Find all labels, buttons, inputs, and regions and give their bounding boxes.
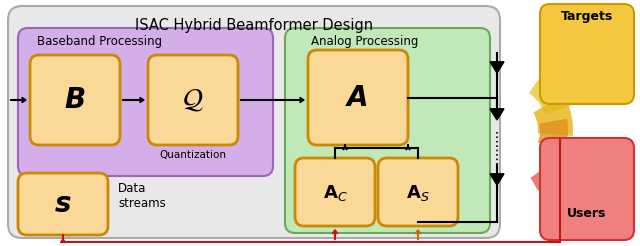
FancyBboxPatch shape bbox=[8, 6, 500, 238]
Wedge shape bbox=[529, 69, 573, 115]
FancyBboxPatch shape bbox=[295, 158, 375, 226]
Text: Quantization: Quantization bbox=[159, 150, 227, 160]
Text: $\mathbf{A}_C$: $\mathbf{A}_C$ bbox=[323, 183, 348, 203]
Polygon shape bbox=[490, 109, 504, 120]
Text: Users: Users bbox=[567, 207, 607, 220]
Polygon shape bbox=[490, 62, 504, 73]
FancyBboxPatch shape bbox=[148, 55, 238, 145]
Wedge shape bbox=[531, 157, 564, 191]
Text: B: B bbox=[65, 86, 86, 114]
Text: s: s bbox=[55, 190, 71, 218]
FancyBboxPatch shape bbox=[30, 55, 120, 145]
FancyBboxPatch shape bbox=[18, 28, 273, 176]
FancyBboxPatch shape bbox=[540, 138, 634, 240]
Wedge shape bbox=[533, 95, 573, 136]
Text: ISAC Hybrid Beamformer Design: ISAC Hybrid Beamformer Design bbox=[135, 18, 373, 33]
Wedge shape bbox=[538, 119, 568, 152]
FancyBboxPatch shape bbox=[378, 158, 458, 226]
Text: Data
streams: Data streams bbox=[118, 182, 166, 210]
Polygon shape bbox=[490, 174, 504, 185]
Text: Baseband Processing: Baseband Processing bbox=[37, 35, 163, 48]
FancyBboxPatch shape bbox=[308, 50, 408, 145]
FancyBboxPatch shape bbox=[285, 28, 490, 233]
Text: $\mathcal{Q}$: $\mathcal{Q}$ bbox=[182, 86, 204, 114]
Text: A: A bbox=[348, 84, 369, 112]
Text: Analog Processing: Analog Processing bbox=[311, 35, 419, 48]
Text: Targets: Targets bbox=[561, 10, 613, 23]
FancyBboxPatch shape bbox=[540, 4, 634, 104]
Text: $\mathbf{A}_S$: $\mathbf{A}_S$ bbox=[406, 183, 430, 203]
Wedge shape bbox=[545, 146, 580, 186]
FancyBboxPatch shape bbox=[18, 173, 108, 235]
